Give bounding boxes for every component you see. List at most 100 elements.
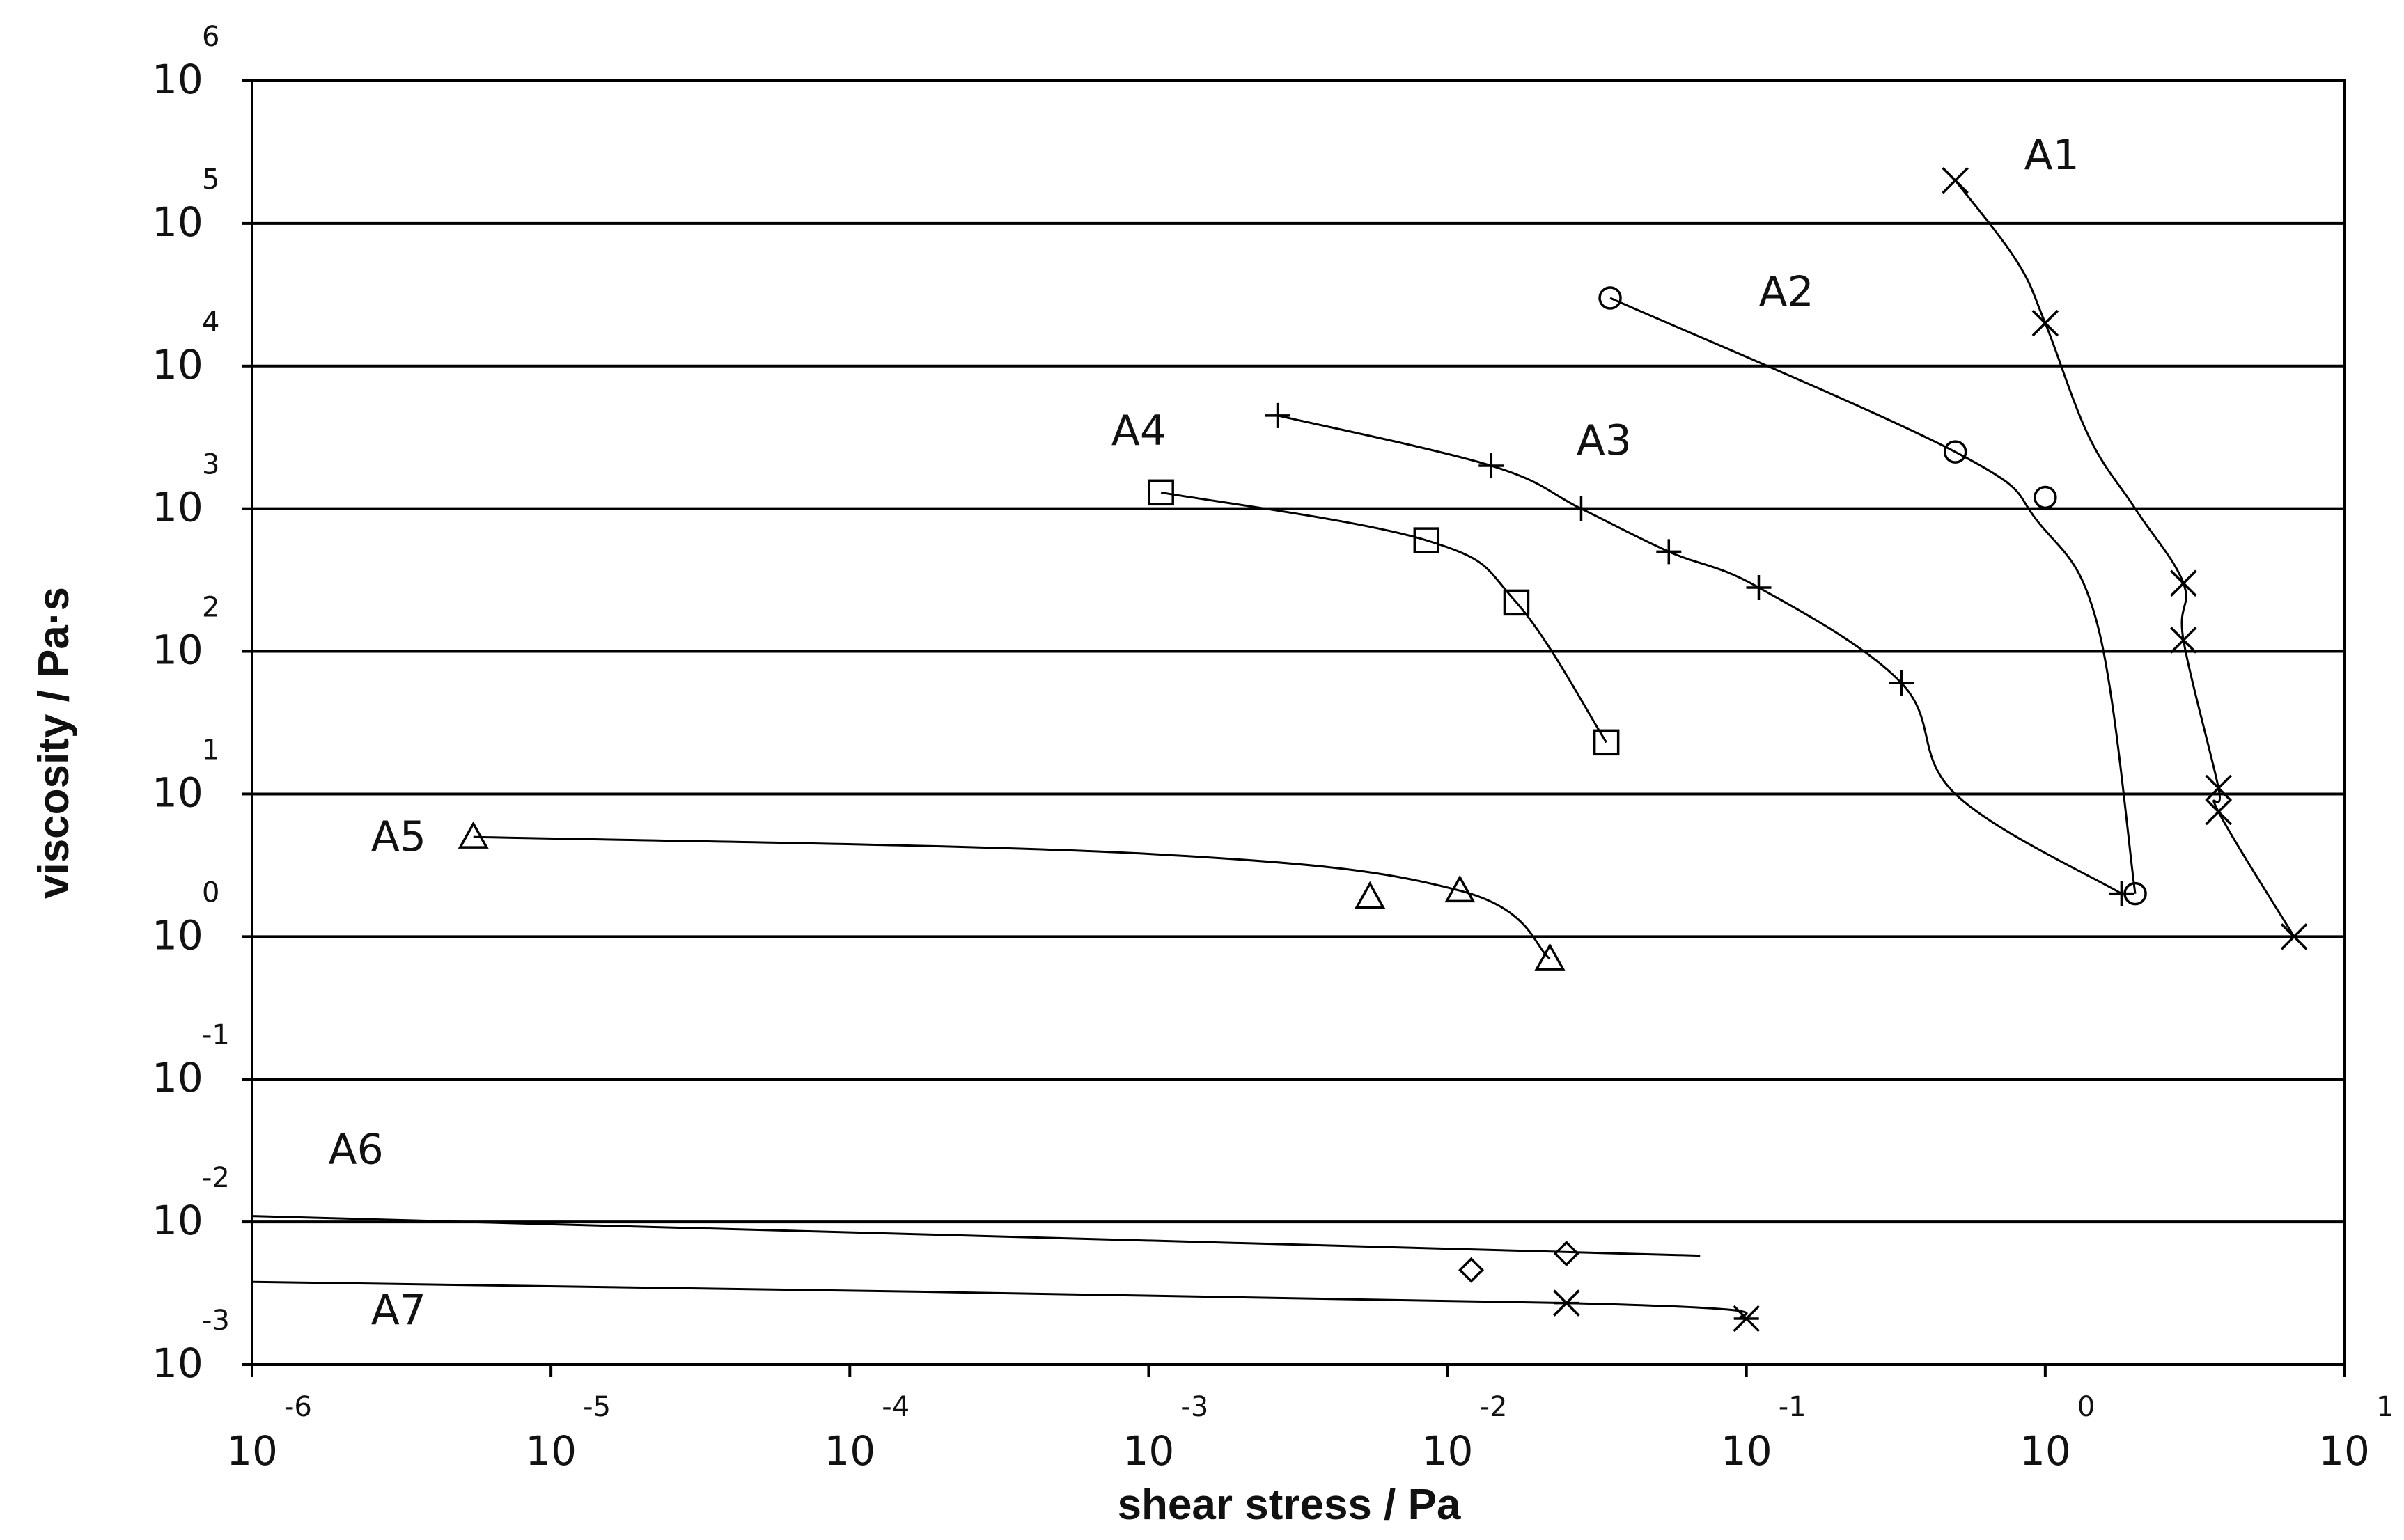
data-point	[1593, 729, 1620, 756]
data-point	[1444, 874, 1476, 903]
series-label: A7	[371, 1286, 426, 1335]
data-point	[1413, 527, 1440, 553]
series-label: A1	[2024, 131, 2079, 180]
data-point	[1355, 881, 1386, 909]
data-point	[2170, 627, 2197, 654]
series-a7: A7	[251, 1280, 1760, 1335]
data-point	[1746, 574, 1772, 600]
data-point	[1148, 479, 1174, 506]
x-tick-label: 10-5	[525, 1391, 611, 1475]
series-a1: A1	[1942, 131, 2308, 950]
y-tick-base: 10	[152, 911, 203, 959]
y-tick-base: 10	[152, 341, 203, 388]
y-tick-base: 10	[152, 1054, 203, 1101]
y-tick-exponent: 5	[202, 164, 219, 196]
series-line	[473, 835, 1551, 960]
data-point	[2280, 923, 2308, 950]
data-point	[1553, 1241, 1579, 1267]
data-point	[1534, 943, 1566, 971]
data-point	[1458, 1257, 1485, 1283]
data-point	[2205, 798, 2232, 826]
data-point	[1265, 402, 1290, 428]
y-tick-base: 10	[152, 198, 203, 246]
y-tick-base: 10	[152, 627, 203, 674]
x-tick-label: 101	[2318, 1391, 2394, 1475]
x-tick-base: 10	[2020, 1427, 2071, 1475]
y-tick-label: 104	[152, 306, 219, 388]
x-axis-title: shear stress / Pa	[1118, 1481, 1461, 1529]
y-tick-label: 101	[152, 734, 219, 816]
data-point	[1598, 286, 1622, 310]
x-tick-base: 10	[226, 1427, 278, 1475]
y-tick-exponent: 1	[202, 734, 219, 766]
series-a3: A3	[1265, 402, 2134, 906]
y-tick-base: 10	[152, 484, 203, 531]
x-tick-base: 10	[525, 1427, 577, 1475]
y-tick-base: 10	[152, 1339, 203, 1387]
y-tick-base: 10	[152, 769, 203, 816]
series-layer: A1 A2 A3 A4 A5 A6 A7	[251, 131, 2308, 1335]
data-point	[1943, 440, 1967, 464]
y-tick-exponent: 0	[202, 877, 219, 909]
x-tick-label: 10-2	[1422, 1391, 1508, 1475]
series-label: A4	[1111, 407, 1166, 455]
y-tick-base: 10	[152, 56, 203, 103]
series-line	[1277, 414, 2123, 895]
data-point	[2034, 485, 2057, 510]
data-point	[1942, 166, 1969, 194]
data-point	[1503, 589, 1530, 616]
series-a5: A5	[371, 812, 1566, 971]
y-tick-label: 106	[152, 21, 219, 103]
x-tick-exponent: -3	[1180, 1391, 1208, 1423]
y-tick-label: 100	[152, 877, 219, 959]
series-line	[1160, 491, 1607, 744]
grid-layer	[252, 79, 2344, 1366]
x-tick-base: 10	[1721, 1427, 1772, 1475]
x-tick-label: 10-3	[1123, 1391, 1209, 1475]
y-tick-label: 103	[152, 449, 219, 531]
tick-layer: 10610510410310210110010-110-210-310-610-…	[152, 21, 2394, 1475]
y-tick-exponent: 3	[202, 449, 219, 481]
series-label: A2	[1758, 268, 1813, 317]
data-point	[1553, 1289, 1580, 1317]
data-point	[1656, 539, 1682, 565]
y-tick-label: 102	[152, 592, 219, 674]
y-tick-exponent: -3	[202, 1305, 230, 1337]
data-point	[2031, 309, 2059, 337]
data-point	[1478, 453, 1504, 478]
series-label: A3	[1577, 416, 1632, 465]
data-point	[1733, 1305, 1760, 1333]
x-tick-exponent: 1	[2376, 1391, 2394, 1423]
x-tick-exponent: -5	[583, 1391, 611, 1423]
x-tick-exponent: -6	[284, 1391, 312, 1423]
x-tick-base: 10	[824, 1427, 875, 1475]
data-point	[1568, 496, 1594, 521]
y-tick-exponent: 2	[202, 592, 219, 624]
data-point	[2109, 881, 2134, 906]
data-point	[1889, 670, 1914, 696]
y-tick-exponent: 4	[202, 306, 219, 338]
plot-frame	[251, 79, 2346, 1366]
x-tick-label: 10-1	[1721, 1391, 1806, 1475]
series-line	[1954, 180, 2295, 938]
series-line	[251, 1215, 1701, 1257]
y-tick-label: 10-3	[152, 1305, 230, 1387]
data-point	[458, 821, 489, 849]
x-tick-exponent: 0	[2077, 1391, 2095, 1423]
y-tick-base: 10	[152, 1197, 203, 1244]
series-a4: A4	[1111, 407, 1620, 756]
series-a6: A6	[251, 1126, 1701, 1283]
x-tick-exponent: -1	[1779, 1391, 1806, 1423]
x-tick-label: 10-4	[824, 1391, 910, 1475]
series-line	[251, 1280, 1748, 1320]
x-tick-base: 10	[2318, 1427, 2370, 1475]
y-tick-exponent: -1	[202, 1019, 230, 1051]
y-axis-title: viscosity / Pa·s	[30, 587, 78, 899]
series-a2: A2	[1598, 268, 2147, 906]
x-tick-base: 10	[1422, 1427, 1474, 1475]
y-tick-label: 10-2	[152, 1162, 230, 1244]
y-tick-label: 10-1	[152, 1019, 230, 1101]
x-tick-label: 10-6	[226, 1391, 312, 1475]
